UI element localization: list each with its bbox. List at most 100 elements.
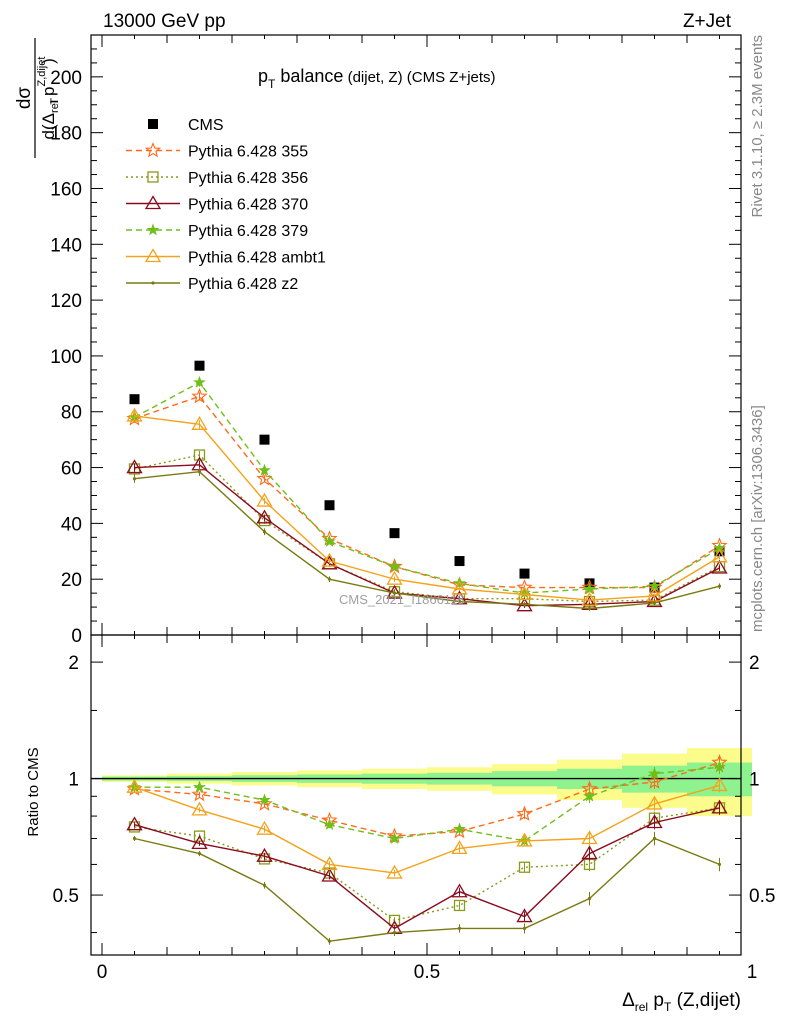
y-label-denominator: d(Δrel pZ,dijetT)	[36, 57, 61, 140]
main-point-cms-3	[324, 500, 335, 511]
legend-marker-p356	[147, 171, 159, 183]
legend-label-p379: Pythia 6.428 379	[188, 223, 308, 240]
ratio-point-ambt1-0	[126, 778, 143, 793]
ratio-point-z2-8	[652, 836, 657, 841]
chart-title: pT balance (dijet, Z) (CMS Z+jets)	[258, 66, 496, 91]
ratio-point-p370-8	[646, 814, 663, 829]
ratio-point-ambt1-7	[581, 830, 598, 845]
legend-label-cms: CMS	[188, 117, 224, 134]
ratio-line-p370	[134, 807, 720, 930]
ratio-point-ambt1-6	[516, 832, 533, 847]
ratio-point-z2-5	[457, 926, 462, 931]
ratio-point-z2-1	[197, 851, 202, 856]
ratio-point-z2-7	[587, 896, 592, 901]
legend-marker-cms	[148, 119, 158, 129]
main-point-z2-8	[652, 601, 657, 605]
ratio-point-p379-1	[193, 780, 206, 793]
ratio-tick-label-left-1: 1	[68, 770, 79, 791]
main-point-p370-3	[321, 555, 338, 570]
main-point-ambt1-7	[581, 591, 598, 606]
ratio-point-p379-5	[453, 822, 466, 835]
ratio-point-ambt1-8	[646, 795, 663, 810]
main-line-p355	[134, 395, 720, 589]
ratio-point-p379-9	[713, 760, 726, 773]
main-point-p370-2	[256, 509, 273, 524]
main-line-p370	[134, 464, 720, 607]
main-y-axis-label: dσ d(Δrel pZ,dijetT)	[14, 38, 61, 158]
ratio-line-ambt1	[134, 784, 720, 874]
x-tick-label-2: 1	[747, 962, 758, 983]
main-point-z2-4	[392, 591, 397, 595]
y-tick-label-180: 180	[50, 124, 82, 145]
ratio-tick-label-right-1: 1	[749, 770, 760, 791]
y-tick-label-100: 100	[50, 347, 82, 368]
ratio-series-layer	[126, 754, 728, 945]
ratio-plot-frame	[90, 634, 742, 956]
ratio-point-z2-6	[522, 926, 527, 931]
legend: CMS Pythia 6.428 355 Pythia 6.428 356 Pythi…	[126, 117, 326, 293]
ratio-point-p379-7	[583, 789, 596, 802]
ratio-point-p379-2	[258, 793, 271, 806]
ratio-tick-label-right-0.5: 0.5	[749, 886, 775, 907]
ratio-point-ambt1-3	[321, 856, 338, 871]
ratio-line-z2	[134, 837, 720, 942]
ratio-point-ambt1-9	[711, 777, 728, 792]
y-tick-label-60: 60	[61, 459, 82, 480]
y-tick-label-40: 40	[61, 514, 82, 535]
main-point-cms-6	[519, 568, 530, 579]
legend-marker-z2	[151, 281, 155, 285]
ratio-point-p379-3	[323, 818, 336, 831]
y-tick-label-20: 20	[61, 570, 82, 591]
ratio-point-ambt1-4	[386, 864, 403, 879]
ratio-point-p370-2	[256, 847, 273, 862]
legend-marker-p355	[144, 141, 162, 158]
x-tick-label-0: 0	[97, 962, 108, 983]
legend-marker-p379	[146, 223, 160, 236]
main-series-layer	[126, 360, 728, 612]
main-point-p379-4	[388, 559, 401, 573]
ratio-point-p370-7	[581, 845, 598, 860]
y-tick-label-80: 80	[61, 403, 82, 424]
main-point-ambt1-1	[191, 416, 208, 430]
main-point-p379-3	[323, 534, 336, 547]
main-point-cms-4	[389, 528, 400, 539]
main-point-p355-1	[191, 387, 208, 404]
main-point-z2-2	[262, 530, 267, 534]
main-point-ambt1-5	[451, 580, 468, 595]
legend-label-p356: Pythia 6.428 356	[188, 170, 308, 187]
y-tick-label-140: 140	[50, 235, 82, 256]
ratio-point-p355-5	[451, 823, 468, 839]
main-point-p379-7	[583, 582, 596, 595]
ratio-point-z2-0	[132, 836, 137, 841]
y-tick-label-200: 200	[50, 68, 82, 89]
main-point-z2-0	[132, 477, 137, 481]
main-point-z2-6	[522, 602, 527, 606]
main-line-p379	[134, 381, 720, 594]
y-tick-label-0: 0	[71, 626, 82, 647]
ratio-point-p356-6	[518, 861, 531, 873]
ratio-point-ambt1-2	[256, 820, 273, 835]
main-point-p379-2	[258, 463, 271, 476]
ratio-tick-label-left-2: 2	[68, 653, 79, 674]
main-point-ambt1-6	[516, 586, 533, 601]
ratio-point-p356-5	[453, 899, 466, 912]
main-point-p379-1	[193, 375, 206, 388]
axes-layer: 0 0.5 1 0 20 40 60 80 100 120 140 160 180 200 0.5 0.5 1 1…	[50, 34, 775, 983]
ratio-point-z2-4	[392, 930, 397, 935]
ratio-point-p355-6	[516, 805, 533, 821]
y-tick-label-160: 160	[50, 179, 82, 200]
main-point-z2-7	[587, 606, 592, 611]
y-tick-label-120: 120	[50, 291, 82, 312]
header-left-label: 13000 GeV pp	[103, 11, 226, 32]
x-tick-label-1: 0.5	[414, 962, 440, 983]
main-point-z2-3	[327, 577, 332, 581]
main-point-ambt1-9	[711, 548, 728, 563]
main-point-p370-9	[711, 559, 728, 574]
main-point-ambt1-4	[386, 570, 403, 585]
analysis-watermark: CMS_2021_I1866118	[339, 592, 465, 607]
ratio-point-p370-3	[321, 867, 338, 882]
main-point-p370-0	[126, 459, 143, 474]
rivet-version-label: Rivet 3.1.10, ≥ 2.3M events	[749, 35, 766, 218]
main-point-z2-1	[197, 470, 202, 474]
